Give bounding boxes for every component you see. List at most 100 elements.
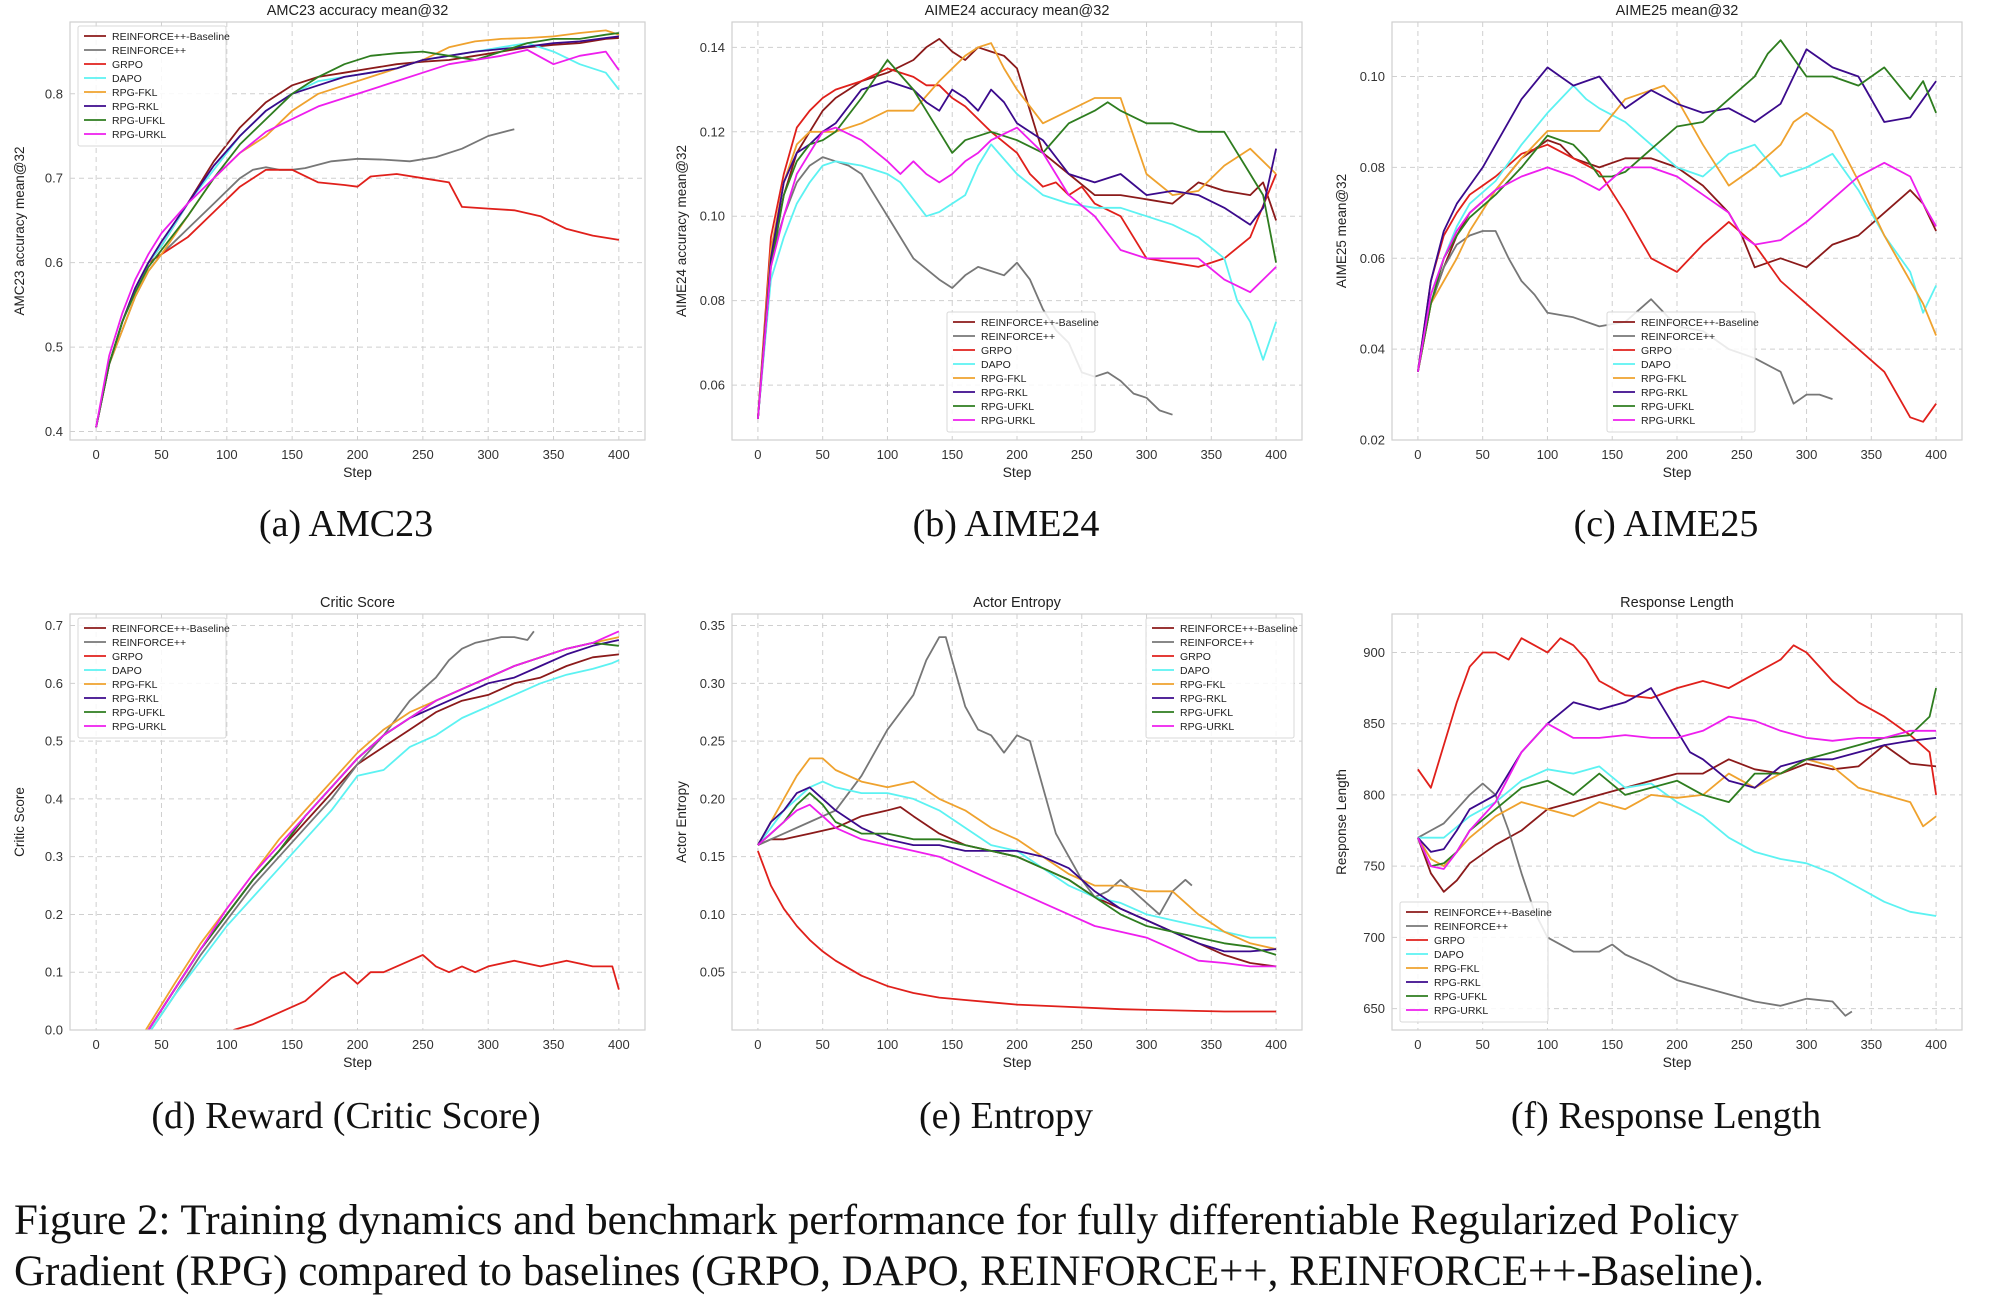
- x-tick-label: 0: [754, 1037, 761, 1052]
- x-tick-label: 400: [608, 1037, 630, 1052]
- series-line-rpg-fkl: [757, 757, 1277, 950]
- series-line-rpg-urkl: [1417, 715, 1937, 870]
- legend-label: RPG-UFKL: [1434, 991, 1487, 1003]
- legend-label: REINFORCE++-Baseline: [1434, 907, 1552, 919]
- x-tick-label: 300: [477, 1037, 499, 1052]
- x-tick-label: 350: [1860, 447, 1882, 462]
- chart-title: AIME24 accuracy mean@32: [925, 3, 1110, 19]
- y-tick-label: 0.5: [45, 340, 63, 355]
- x-tick-label: 200: [1666, 447, 1688, 462]
- chart-panel-1: 0 50 100 150 200 250 300 350 400 0.4 0.5 0.6 0.7 0.8 A…: [12, 3, 646, 480]
- y-tick-label: 0.06: [700, 378, 725, 393]
- x-tick-label: 150: [281, 1037, 303, 1052]
- x-tick-label: 200: [1006, 1037, 1028, 1052]
- series-line-rpg-urkl: [147, 630, 620, 1030]
- y-tick-label: 0.4: [45, 791, 63, 806]
- figure-caption-line-1: Figure 2: Training dynamics and benchmar…: [14, 1197, 1739, 1244]
- series-line-grpo: [1417, 143, 1937, 423]
- x-tick-label: 250: [1071, 447, 1093, 462]
- y-tick-label: 900: [1363, 645, 1385, 660]
- series-group: [95, 29, 620, 428]
- chart-panel-5: 0 50 100 150 200 250 300 350 400 0.05 0.10 0.15 0.20…: [674, 595, 1303, 1070]
- legend: REINFORCE++-Baseline REINFORCE++ GRPO DAPO R…: [1606, 311, 1759, 433]
- y-tick-label: 0.35: [700, 618, 725, 633]
- y-tick-label: 0.20: [700, 791, 725, 806]
- y-tick-label: 0.7: [45, 171, 63, 186]
- series-line-rpg-fkl: [1417, 758, 1937, 868]
- legend-label: RPG-URKL: [1180, 721, 1234, 733]
- legend-box: [77, 25, 227, 147]
- x-tick-label: 350: [1860, 1037, 1882, 1052]
- legend-label: DAPO: [1434, 949, 1464, 961]
- legend-box: [1399, 901, 1549, 1023]
- subcaption-f: (f) Response Length: [1510, 1095, 1822, 1137]
- x-tick-label: 0: [1414, 447, 1421, 462]
- x-tick-label: 50: [154, 447, 168, 462]
- legend-label: DAPO: [112, 665, 142, 677]
- legend-label: REINFORCE++: [112, 637, 186, 649]
- legend-box: [1606, 311, 1756, 433]
- plot-frame: [1391, 21, 1963, 441]
- x-tick-label: 200: [347, 447, 369, 462]
- legend-label: REINFORCE++: [1434, 921, 1508, 933]
- legend-label: RPG-RKL: [981, 387, 1028, 399]
- series-line-reinforce-: [757, 156, 1173, 419]
- legend-label: REINFORCE++-Baseline: [1180, 623, 1298, 635]
- series-line-rpg-rkl: [1417, 687, 1937, 853]
- chart-title: AMC23 accuracy mean@32: [267, 3, 449, 19]
- y-tick-label: 0.06: [1360, 251, 1385, 266]
- plot-frame: [69, 21, 646, 441]
- x-axis-label: Step: [343, 1054, 372, 1070]
- plot-frame: [1391, 613, 1963, 1031]
- x-tick-label: 400: [1925, 447, 1947, 462]
- x-tick-label: 150: [281, 447, 303, 462]
- series-line-grpo: [233, 954, 620, 1030]
- series-line-rpg-rkl: [1417, 48, 1937, 372]
- y-tick-label: 0.5: [45, 734, 63, 749]
- series-line-rpg-urkl: [1417, 161, 1937, 372]
- x-tick-label: 50: [815, 1037, 829, 1052]
- series-line-rpg-rkl: [95, 35, 620, 428]
- y-tick-label: 0.30: [700, 676, 725, 691]
- series-line-dapo: [150, 659, 620, 1030]
- series-line-rpg-urkl: [95, 49, 620, 428]
- x-tick-label: 50: [1475, 447, 1489, 462]
- subcaption-e: (e) Entropy: [918, 1095, 1094, 1137]
- x-tick-label: 250: [1731, 1037, 1753, 1052]
- legend-label: REINFORCE++: [981, 331, 1055, 343]
- y-tick-label: 0.10: [1360, 69, 1385, 84]
- x-tick-label: 350: [543, 1037, 565, 1052]
- y-axis-label: AIME25 mean@32: [1334, 174, 1349, 288]
- y-tick-label: 850: [1363, 716, 1385, 731]
- x-tick-label: 100: [216, 447, 238, 462]
- x-tick-label: 150: [1601, 447, 1623, 462]
- y-tick-label: 0.0: [45, 1023, 63, 1038]
- y-tick-label: 0.02: [1360, 433, 1385, 448]
- x-tick-label: 200: [347, 1037, 369, 1052]
- series-line-reinforce-: [1417, 782, 1853, 1017]
- series-line-rpg-rkl: [757, 80, 1277, 419]
- y-tick-label: 0.6: [45, 676, 63, 691]
- series-group: [757, 38, 1277, 419]
- legend: REINFORCE++-Baseline REINFORCE++ GRPO DAPO R…: [77, 25, 230, 147]
- x-tick-label: 350: [1200, 447, 1222, 462]
- x-tick-label: 250: [1731, 447, 1753, 462]
- y-tick-label: 750: [1363, 859, 1385, 874]
- legend-label: GRPO: [112, 651, 143, 663]
- legend-label: RPG-FKL: [1641, 373, 1687, 385]
- x-tick-label: 200: [1006, 447, 1028, 462]
- legend-label: DAPO: [1180, 665, 1210, 677]
- legend-label: REINFORCE++-Baseline: [112, 623, 230, 635]
- legend-label: RPG-RKL: [112, 693, 159, 705]
- legend-label: GRPO: [1641, 345, 1672, 357]
- chart-title: Actor Entropy: [973, 595, 1062, 611]
- y-tick-label: 0.08: [1360, 160, 1385, 175]
- x-axis-label: Step: [1663, 464, 1692, 480]
- legend-label: RPG-UFKL: [1641, 401, 1694, 413]
- y-tick-label: 0.10: [700, 907, 725, 922]
- legend-label: RPG-UFKL: [981, 401, 1034, 413]
- x-axis-label: Step: [1003, 1054, 1032, 1070]
- x-tick-label: 300: [1796, 447, 1818, 462]
- x-tick-label: 50: [815, 447, 829, 462]
- chart-panel-3: 0 50 100 150 200 250 300 350 400 0.02 0.04 0.06 0.08…: [1334, 3, 1963, 480]
